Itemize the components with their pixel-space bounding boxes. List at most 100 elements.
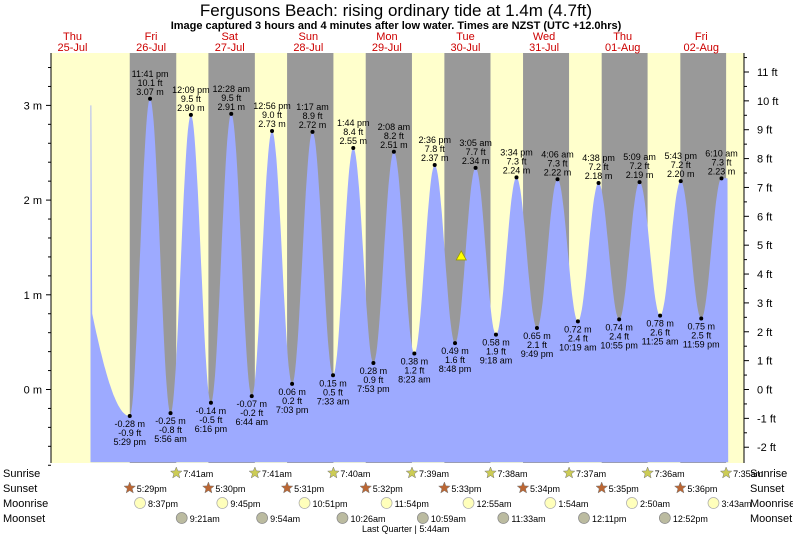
row-label-right: Moonrise	[750, 498, 793, 510]
tide-label: 11:25 am	[642, 337, 679, 347]
tide-point	[719, 176, 724, 181]
right-tick-label: 8 ft	[757, 154, 772, 166]
row-label-left: Sunrise	[3, 468, 40, 480]
right-tick-label: -1 ft	[757, 413, 776, 425]
tide-point	[575, 319, 580, 324]
sunset-icon	[123, 481, 137, 494]
tide-label: 2:08 am	[378, 122, 411, 132]
tide-label: 6:44 am	[235, 417, 268, 427]
tide-point	[310, 129, 315, 134]
tide-label: 2.90 m	[177, 103, 205, 113]
sunset-time: 5:32pm	[373, 484, 403, 494]
tide-label: 0.9 ft	[363, 375, 384, 385]
tide-label: 8:48 pm	[439, 364, 472, 374]
day-date: 26-Jul	[136, 42, 166, 54]
moonrise-time: 2:50am	[640, 499, 670, 509]
sun-moon-rows: Sunrise Sunrise Sunset Sunset Moonrise Moonri…	[3, 466, 793, 534]
day-date: 30-Jul	[451, 42, 481, 54]
sunrise-icon	[327, 466, 340, 479]
moonrise-icon	[380, 497, 393, 509]
tide-label: 5:43 pm	[664, 151, 697, 161]
moonrise-icon	[544, 497, 557, 509]
tide-label: 7:53 pm	[357, 384, 390, 394]
moonrise-time: 12:55am	[477, 499, 512, 509]
sunset-time: 5:36pm	[687, 484, 717, 494]
left-tick-label: 2 m	[24, 195, 42, 207]
current-tide-marker	[455, 250, 467, 261]
tide-label: 6:16 pm	[195, 424, 228, 434]
day-date: 25-Jul	[58, 42, 88, 54]
tide-label: 2.4 ft	[568, 333, 589, 343]
tide-label: 3:34 pm	[500, 147, 533, 157]
right-tick-label: 7 ft	[757, 182, 772, 194]
sunset-icon	[280, 481, 294, 494]
tide-label: 2.23 m	[708, 166, 736, 176]
left-tick-label: 0 m	[24, 385, 42, 397]
tide-label: 2.19 m	[626, 170, 654, 180]
tide-point	[534, 325, 539, 330]
tide-label: 0.49 m	[441, 346, 469, 356]
sunrise-icon	[562, 466, 576, 479]
tide-label: 11:59 pm	[683, 339, 720, 349]
chart-title: Fergusons Beach: rising ordinary tide at…	[200, 1, 592, 20]
sunrise-time: 7:38am	[497, 469, 527, 479]
right-tick-label: 3 ft	[757, 298, 772, 310]
tide-label: 2.18 m	[585, 171, 613, 181]
sunset-time: 5:30pm	[215, 484, 245, 494]
tide-label: 2.24 m	[503, 165, 531, 175]
day-date: 02-Aug	[684, 42, 719, 54]
tide-point	[188, 112, 193, 117]
tide-label: 4:06 am	[541, 149, 574, 159]
tide-label: 8.4 ft	[343, 127, 364, 137]
tide-label: 5:56 am	[154, 434, 187, 444]
sunrise-time: 7:35am	[733, 469, 763, 479]
tide-label: -0.25 m	[155, 416, 186, 426]
day-name: Fri	[145, 31, 158, 43]
tide-label: 8.2 ft	[384, 131, 405, 141]
sunrise-time: 7:40am	[340, 469, 370, 479]
right-tick-label: -2 ft	[757, 442, 776, 454]
tide-point	[432, 163, 437, 168]
tide-label: 7.3 ft	[711, 157, 732, 167]
moonrise-icon	[298, 497, 311, 509]
tide-label: 0.2 ft	[282, 396, 303, 406]
tide-label: 2.37 m	[421, 153, 449, 163]
tide-label: 9.5 ft	[181, 94, 202, 104]
left-tick-label: 1 m	[24, 290, 42, 302]
tide-label: 1.6 ft	[445, 355, 466, 365]
tide-label: 5:09 am	[623, 152, 656, 162]
tide-label: 7.3 ft	[548, 158, 569, 168]
day-labels-group: Thu25-JulFri26-JulSat27-JulSun28-JulMon2…	[58, 31, 720, 54]
tide-area-group	[90, 98, 729, 463]
tide-label: 0.72 m	[564, 324, 592, 334]
tide-label: 7.2 ft	[630, 161, 651, 171]
moonset-icon	[497, 512, 510, 524]
tide-label: 2.22 m	[544, 167, 572, 177]
tide-label: 9.5 ft	[221, 93, 242, 103]
tide-label: 4:38 pm	[582, 153, 615, 163]
moonset-icon	[417, 512, 429, 524]
tide-label: 2.20 m	[667, 169, 695, 179]
sunset-icon	[202, 481, 215, 494]
tide-label: 7:33 am	[317, 396, 350, 406]
tide-point	[270, 128, 275, 133]
sunset-time: 5:31pm	[294, 484, 324, 494]
tide-label: 9:18 am	[480, 356, 513, 366]
tide-label: 0.06 m	[278, 387, 306, 397]
moonset-icon	[578, 512, 590, 524]
tide-label: 2.72 m	[299, 120, 327, 130]
moonset-time: 9:21am	[190, 514, 220, 524]
day-name: Wed	[533, 31, 555, 43]
tide-label: 8.9 ft	[302, 111, 323, 121]
day-name: Mon	[376, 31, 397, 43]
tide-label: -0.07 m	[236, 399, 267, 409]
tide-label: 1:44 pm	[337, 118, 370, 128]
sunrise-icon	[248, 466, 262, 479]
day-name: Tue	[456, 31, 475, 43]
day-name: Sat	[221, 31, 238, 43]
day-date: 28-Jul	[293, 42, 323, 54]
tide-label: 11:41 pm	[132, 69, 169, 79]
tide-point	[371, 360, 376, 365]
sunset-icon	[673, 481, 687, 494]
